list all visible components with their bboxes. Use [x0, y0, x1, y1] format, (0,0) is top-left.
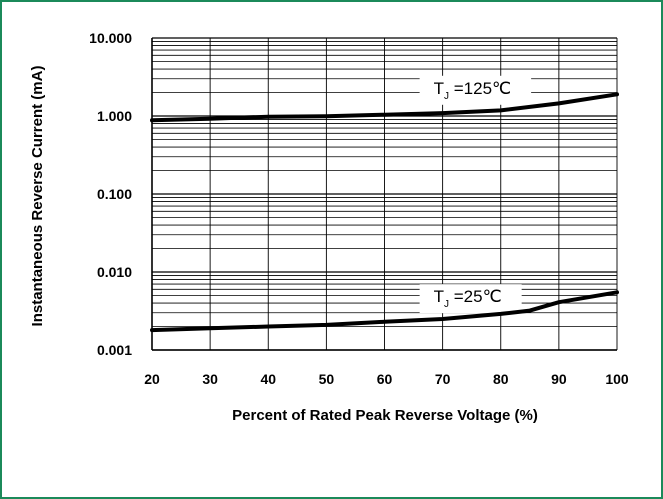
y-tick-label: 1.000 [97, 108, 132, 124]
x-axis-label: Percent of Rated Peak Reverse Voltage (%… [232, 407, 538, 424]
annotations: TJ =125℃ TJ =25℃ [419, 75, 532, 314]
y-tick-label: 0.001 [97, 342, 132, 358]
x-tick-label: 60 [377, 371, 393, 387]
x-tick-label: 50 [319, 371, 335, 387]
y-tick-label: 0.100 [97, 186, 132, 202]
annotation-box [419, 75, 532, 105]
annotation-label: TJ =125℃ [419, 75, 532, 105]
axes [151, 38, 617, 351]
x-tick-label: 90 [551, 371, 567, 387]
series-line-1 [150, 92, 619, 123]
y-tick-label: 10.000 [89, 30, 132, 46]
x-tick-label: 30 [202, 371, 218, 387]
x-tick-label: 20 [144, 371, 160, 387]
annotation-label: TJ =25℃ [419, 284, 522, 314]
annotation-text: TJ =25℃ [434, 287, 502, 310]
x-tick-label: 70 [435, 371, 451, 387]
x-tick-label: 40 [260, 371, 276, 387]
x-tick-label: 80 [493, 371, 509, 387]
y-tick-labels: 0.001 0.010 0.100 1.000 10.000 [89, 30, 132, 358]
y-tick-label: 0.010 [97, 264, 132, 280]
x-tick-labels: 20 30 40 50 60 70 80 90 100 [144, 371, 629, 387]
annotation-text: TJ =125℃ [434, 79, 512, 102]
series-layer [150, 92, 619, 333]
y-axis-label: Instantaneous Reverse Current (mA) [29, 66, 46, 327]
series-line-2 [150, 290, 619, 333]
annotation-box [419, 284, 522, 314]
x-tick-label: 100 [605, 371, 629, 387]
